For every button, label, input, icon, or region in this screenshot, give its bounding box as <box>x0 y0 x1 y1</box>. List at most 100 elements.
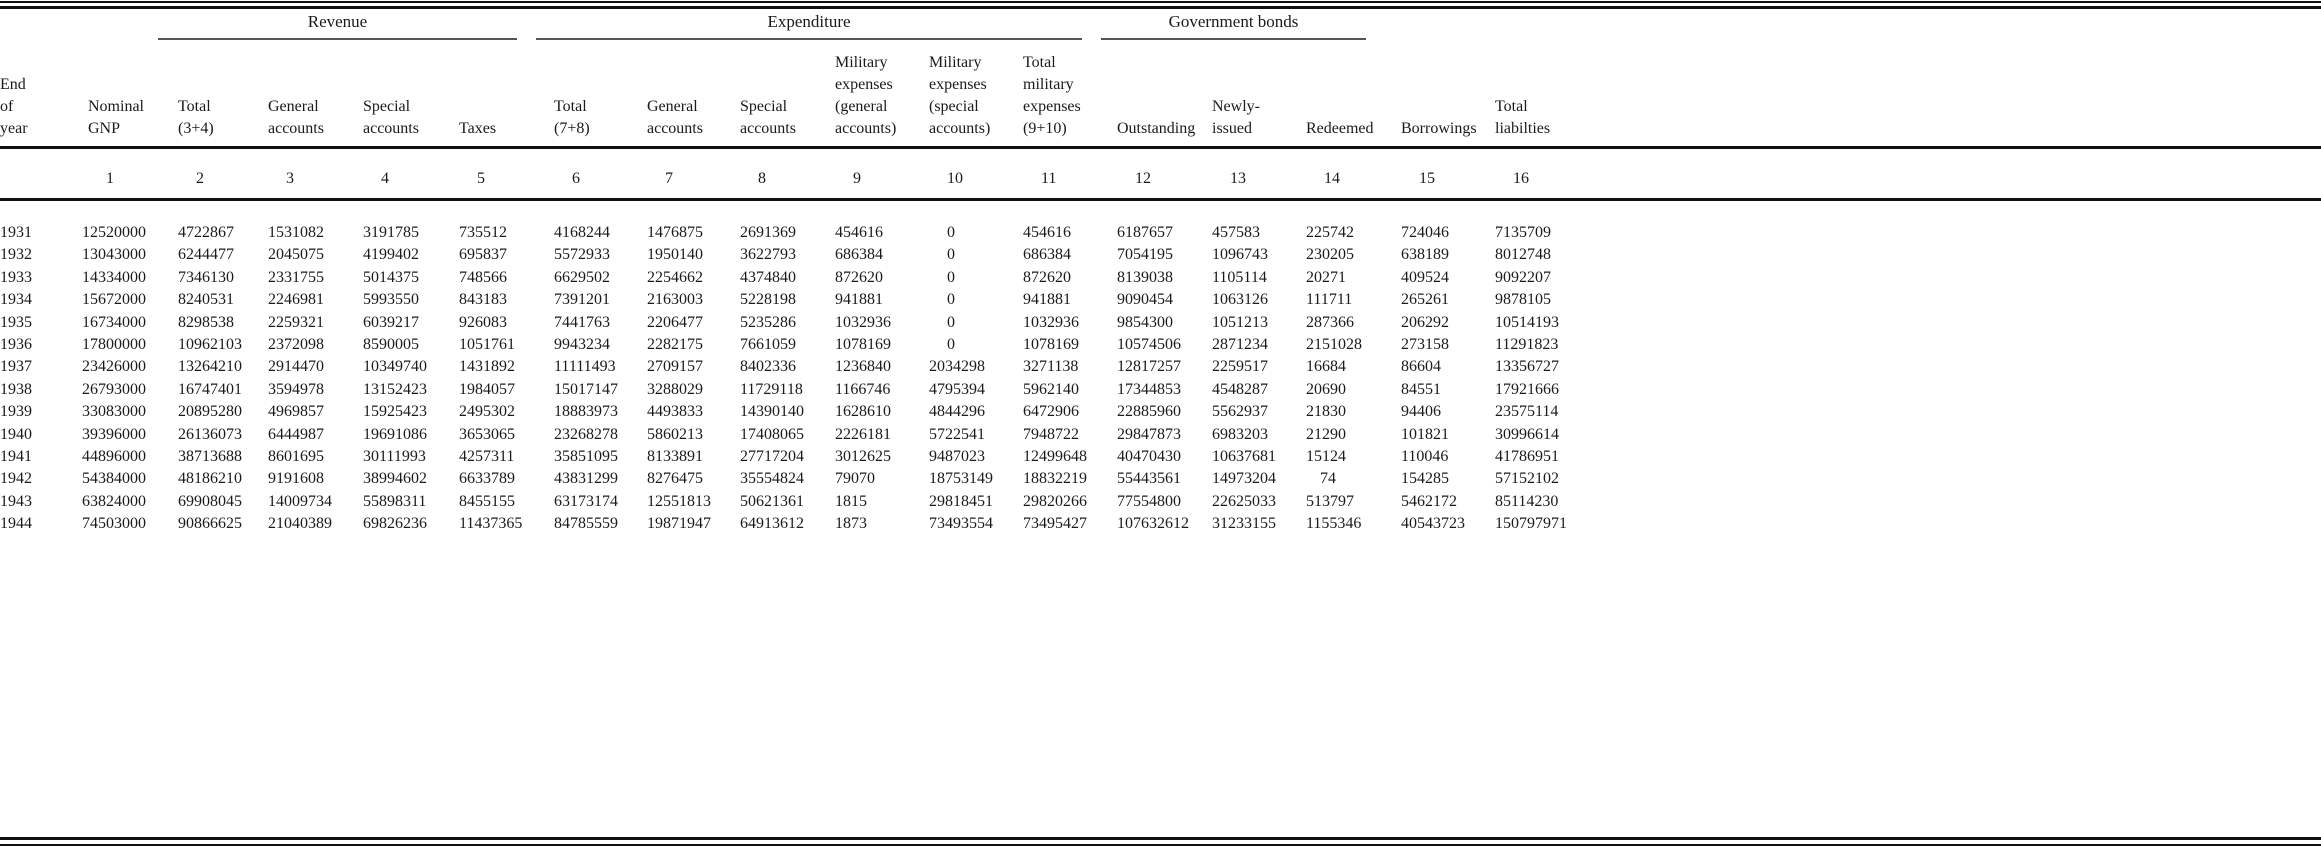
table-cell: 23426000 <box>82 358 146 376</box>
table-cell: 2259517 <box>1212 358 1268 376</box>
table-cell: 13356727 <box>1495 358 1559 376</box>
table-cell: 206292 <box>1401 313 1449 331</box>
table-cell: 12551813 <box>647 492 711 510</box>
top-rule-inner <box>0 6 2321 9</box>
table-cell: 55443561 <box>1117 470 1181 488</box>
column-header: Nominal GNP <box>88 98 144 137</box>
table-cell: 26793000 <box>82 380 146 398</box>
column-header: Special accounts <box>740 98 796 137</box>
column-number-rule <box>0 198 2321 201</box>
table-cell: 1942 <box>0 470 32 488</box>
table-cell: 1051213 <box>1212 313 1268 331</box>
table-cell: 1950140 <box>647 246 703 264</box>
column-header: Total liabilties <box>1495 98 1551 137</box>
table-cell: 85114230 <box>1495 492 1559 510</box>
table-cell: 17800000 <box>82 336 146 353</box>
table-cell: 9854300 <box>1117 313 1173 331</box>
group-span-rule <box>158 38 517 40</box>
column-number: 6 <box>572 170 580 187</box>
table-cell: 11291823 <box>1495 336 1559 353</box>
table-cell: 74 <box>1320 470 1336 488</box>
table-cell: 35851095 <box>554 448 618 465</box>
table-cell: 1934 <box>0 291 32 309</box>
table-cell: 2163003 <box>647 291 703 309</box>
table-cell: 2914470 <box>268 358 324 376</box>
table-cell: 2282175 <box>647 336 703 353</box>
table-cell: 15672000 <box>82 291 146 309</box>
table-cell: 13043000 <box>82 246 146 264</box>
table-cell: 1051761 <box>459 336 515 353</box>
table-cell: 23575114 <box>1495 403 1559 421</box>
table-cell: 941881 <box>835 291 883 309</box>
table-cell: 1431892 <box>459 358 515 376</box>
table-cell: 843183 <box>459 291 507 309</box>
table-cell: 14390140 <box>740 403 804 421</box>
table-cell: 38713688 <box>178 448 242 465</box>
table-cell: 7391201 <box>554 291 610 309</box>
table-cell: 30996614 <box>1495 425 1559 443</box>
table-cell: 1932 <box>0 246 32 264</box>
table-cell: 3271138 <box>1023 358 1079 376</box>
table-cell: 54384000 <box>82 470 146 488</box>
table-cell: 79070 <box>835 470 875 488</box>
table-cell: 941881 <box>1023 291 1071 309</box>
table-cell: 15017147 <box>554 380 618 398</box>
table-cell: 872620 <box>1023 268 1071 286</box>
table-cell: 77554800 <box>1117 492 1181 510</box>
table-cell: 17408065 <box>740 425 804 443</box>
table-cell: 10349740 <box>363 358 427 376</box>
table-cell: 1063126 <box>1212 291 1268 309</box>
table-cell: 43831299 <box>554 470 618 488</box>
table-cell: 74503000 <box>82 515 146 533</box>
table-cell: 22625033 <box>1212 492 1276 510</box>
bottom-rule-inner <box>0 837 2321 840</box>
table-cell: 5860213 <box>647 425 703 443</box>
column-header: Total (3+4) <box>178 98 214 137</box>
table-cell: 1935 <box>0 313 32 331</box>
table-row: 1931 12520000 4722867 1531082 3191785 735512 4… <box>0 224 2321 242</box>
table-cell: 86604 <box>1401 358 1441 376</box>
table-cell: 748566 <box>459 268 507 286</box>
table-row: 1934 15672000 8240531 2246981 5993550 843183 7… <box>0 291 2321 309</box>
table-cell: 9090454 <box>1117 291 1173 309</box>
column-number: 5 <box>477 170 485 187</box>
table-cell: 17344853 <box>1117 380 1181 398</box>
table-cell: 64913612 <box>740 515 804 533</box>
table-row: 1941 44896000 38713688 8601695 30111993 42573… <box>0 448 2321 466</box>
table-cell: 101821 <box>1401 425 1449 443</box>
table-cell: 14009734 <box>268 492 332 510</box>
table-cell: 8590005 <box>363 336 419 353</box>
column-number: 2 <box>196 170 204 187</box>
table-cell: 4548287 <box>1212 380 1268 398</box>
table-cell: 4795394 <box>929 380 985 398</box>
table-cell: 2206477 <box>647 313 703 331</box>
table-cell: 2045075 <box>268 246 324 264</box>
table-cell: 10637681 <box>1212 448 1276 465</box>
table-cell: 17921666 <box>1495 380 1559 398</box>
table-cell: 38994602 <box>363 470 427 488</box>
table-row: 1937 23426000 13264210 2914470 10349740 14318… <box>0 358 2321 376</box>
table-cell: 1931 <box>0 224 32 241</box>
table-cell: 454616 <box>835 224 883 241</box>
table-cell: 30111993 <box>363 448 426 465</box>
table-cell: 4168244 <box>554 224 610 241</box>
group-span-rule <box>536 38 1082 40</box>
table-row: 1932 13043000 6244477 2045075 4199402 695837 5… <box>0 246 2321 264</box>
table-cell: 20895280 <box>178 403 242 421</box>
table-cell: 1984057 <box>459 380 515 398</box>
table-cell: 5462172 <box>1401 492 1457 510</box>
table-cell: 11729118 <box>740 380 803 398</box>
table-cell: 29818451 <box>929 492 993 510</box>
table-cell: 40543723 <box>1401 515 1465 533</box>
column-number: 12 <box>1135 170 1151 187</box>
table-cell: 154285 <box>1401 470 1449 488</box>
table-cell: 1944 <box>0 515 32 533</box>
table-cell: 287366 <box>1306 313 1354 331</box>
table-cell: 2254662 <box>647 268 703 286</box>
table-cell: 12499648 <box>1023 448 1087 465</box>
column-header: Borrowings <box>1401 120 1477 137</box>
table-cell: 55898311 <box>363 492 427 510</box>
table-cell: 14973204 <box>1212 470 1276 488</box>
table-cell: 13264210 <box>178 358 242 376</box>
table-cell: 11437365 <box>459 515 523 533</box>
